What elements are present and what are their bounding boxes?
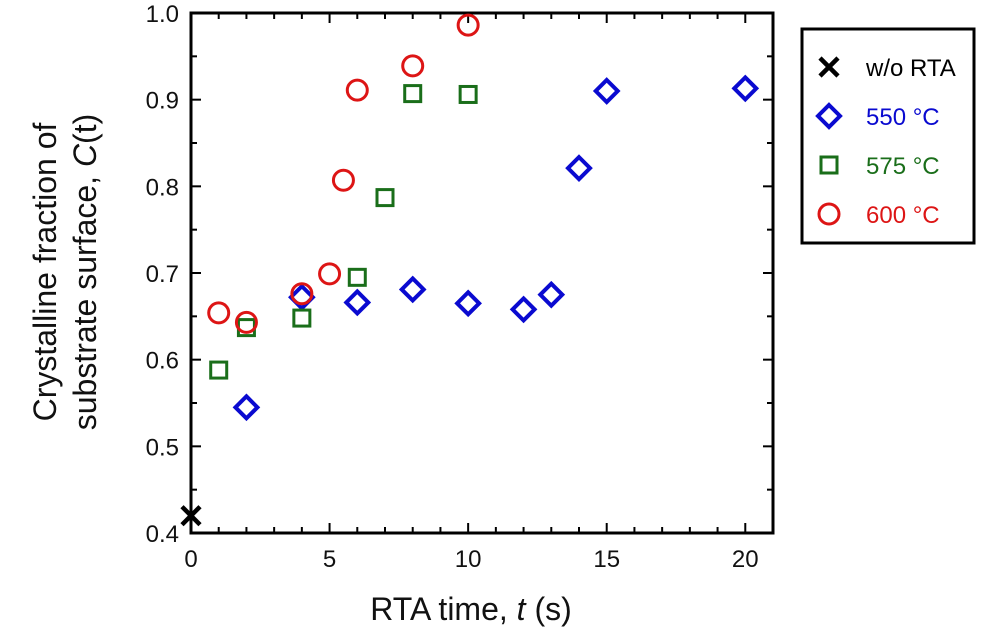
series-square (209, 84, 478, 380)
series-x (180, 505, 202, 527)
y-tick-label: 0.8 (146, 174, 179, 201)
data-point-diamond (731, 74, 760, 103)
y-tick-label: 0.5 (146, 434, 179, 461)
y-axis-title-line2: substrate surface, C(t) (67, 114, 103, 431)
y-tick-label: 0.4 (146, 521, 179, 548)
x-tick-label: 0 (184, 546, 197, 573)
legend-item: 600 °C (817, 202, 940, 229)
y-tick-label: 0.6 (146, 348, 179, 375)
y-tick-label: 1.0 (146, 1, 179, 28)
data-point-circle (318, 262, 342, 286)
legend-item: 550 °C (815, 102, 940, 131)
data-point-square (292, 308, 312, 328)
legend: w/o RTA 550 °C 575 °C 600 °C (800, 27, 976, 245)
data-point-diamond (565, 154, 593, 182)
y-tick-label: 0.9 (146, 88, 179, 115)
data-point-circle (290, 282, 314, 306)
x-tick-label: 20 (732, 546, 759, 573)
y-axis-ticks: 0.4 0.5 0.6 0.7 0.8 0.9 1.0 (146, 1, 773, 548)
data-point-diamond (592, 77, 621, 105)
x-tick-label: 5 (323, 546, 336, 573)
legend-label: 550 °C (866, 104, 940, 131)
x-axis-ticks: 0 5 10 15 20 (184, 13, 774, 573)
x-tick-label: 10 (455, 546, 482, 573)
legend-item: 575 °C (819, 153, 940, 180)
legend-marker-x-stroke-b (818, 56, 840, 78)
data-point-diamond (288, 283, 316, 312)
legend-marker-square (819, 155, 839, 175)
data-point-x-stroke-b (180, 505, 202, 527)
x-axis-title: RTA time, t (s) (370, 591, 572, 627)
data-markers (180, 13, 760, 527)
data-point-circle (456, 13, 480, 37)
y-tick-label: 0.7 (146, 261, 179, 288)
data-point-diamond (537, 280, 566, 309)
data-point-diamond (232, 393, 261, 422)
y-axis-title: Crystalline fraction of substrate surfac… (27, 114, 103, 431)
legend-label: w/o RTA (865, 55, 956, 82)
data-point-circle (207, 301, 231, 325)
data-point-square (458, 84, 478, 104)
data-point-square (209, 360, 229, 380)
series-circle (207, 13, 480, 334)
series-diamond (232, 74, 760, 422)
data-point-diamond (454, 289, 482, 318)
x-tick-label: 15 (593, 546, 620, 573)
data-point-circle (401, 54, 425, 78)
data-point-square (375, 188, 395, 208)
plot-frame (189, 11, 775, 535)
data-point-diamond (509, 295, 538, 324)
data-point-x (180, 505, 202, 527)
plot-border (189, 11, 775, 535)
legend-marker-circle (817, 202, 841, 226)
data-point-square (347, 267, 367, 287)
data-point-circle (345, 78, 369, 102)
data-point-square (403, 84, 423, 104)
legend-marker-diamond (815, 102, 843, 130)
data-point-diamond (398, 275, 427, 304)
legend-label: 600 °C (866, 202, 940, 229)
data-point-circle (331, 168, 355, 192)
data-point-circle (234, 310, 258, 334)
legend-marker-x (818, 56, 840, 78)
legend-label: 575 °C (866, 153, 940, 180)
legend-item: w/o RTA (818, 55, 956, 82)
data-point-diamond (343, 288, 372, 317)
y-axis-title-line1: Crystalline fraction of (27, 123, 63, 422)
